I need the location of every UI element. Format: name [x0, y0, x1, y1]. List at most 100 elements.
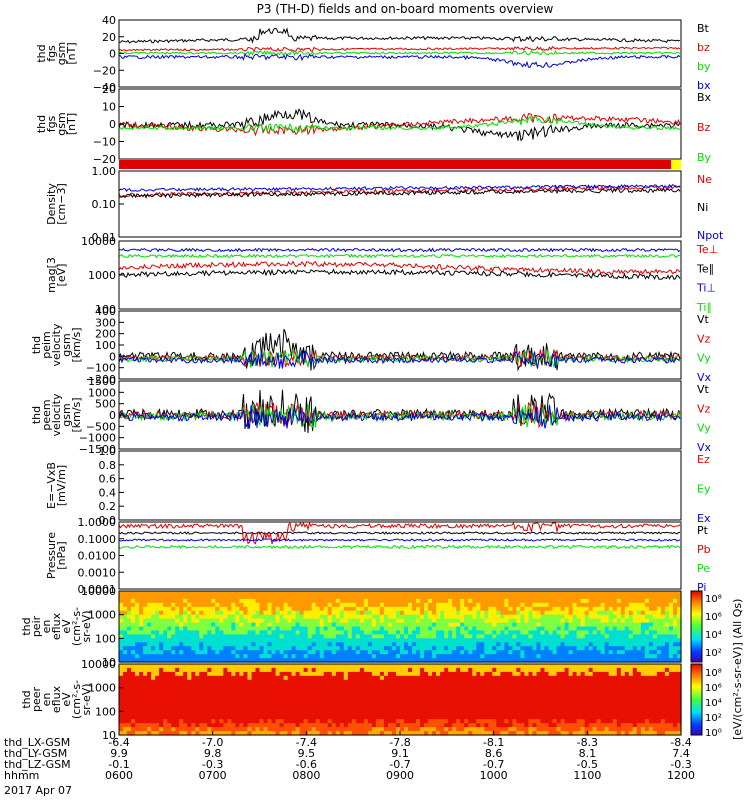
- heatmap-cell: [572, 727, 578, 732]
- heatmap-cell: [307, 622, 313, 628]
- heatmap-cell: [355, 695, 361, 701]
- heatmap-cell: [131, 707, 136, 712]
- heatmap-cell: [199, 602, 204, 608]
- heatmap-cell: [592, 707, 598, 712]
- heatmap-cell: [159, 591, 164, 596]
- heatmap-cell: [267, 671, 273, 677]
- heatmap-cell: [408, 654, 413, 659]
- heatmap-cell: [151, 695, 156, 701]
- heatmap-cell: [480, 723, 485, 728]
- heatmap-cell: [163, 638, 168, 643]
- heatmap-cell: [576, 634, 582, 639]
- heatmap-cell: [548, 675, 554, 681]
- heatmap-cell: [536, 626, 542, 631]
- heatmap-cell: [155, 606, 160, 612]
- heatmap-cell: [119, 634, 124, 639]
- heatmap-cell: [520, 638, 525, 643]
- heatmap-cell: [456, 658, 461, 663]
- heatmap-cell: [291, 634, 297, 639]
- heatmap-cell: [492, 594, 497, 600]
- heatmap-cell: [255, 691, 261, 697]
- heatmap-cell: [416, 591, 421, 596]
- heatmap-cell: [199, 715, 204, 720]
- heatmap-cell: [375, 614, 381, 620]
- heatmap-cell: [624, 594, 630, 600]
- heatmap-cell: [616, 654, 622, 659]
- heatmap-cell: [460, 638, 465, 643]
- heatmap-cell: [135, 602, 140, 608]
- heatmap-cell: [492, 630, 497, 635]
- heatmap-cell: [311, 606, 317, 612]
- heatmap-cell: [175, 667, 180, 673]
- heatmap-cell: [131, 711, 136, 716]
- heatmap-cell: [388, 687, 393, 693]
- heatmap-cell: [468, 654, 473, 659]
- heatmap-cell: [500, 675, 505, 681]
- heatmap-cell: [520, 650, 525, 655]
- heatmap-cell: [600, 606, 606, 612]
- heatmap-cell: [416, 606, 421, 612]
- heatmap-cell: [576, 642, 582, 647]
- heatmap-cell: [343, 602, 349, 608]
- heatmap-cell: [432, 654, 437, 659]
- heatmap-cell: [259, 638, 265, 643]
- heatmap-cell: [556, 719, 562, 724]
- heatmap-cell: [512, 650, 517, 655]
- heatmap-cell: [163, 687, 168, 693]
- heatmap-cell: [367, 646, 373, 651]
- heatmap-cell: [584, 695, 590, 701]
- heatmap-cell: [215, 719, 220, 724]
- heatmap-cell: [488, 664, 493, 669]
- heatmap-cell: [400, 675, 405, 681]
- heatmap-cell: [560, 675, 566, 681]
- heatmap-cell: [147, 622, 152, 628]
- heatmap-cell: [464, 715, 469, 720]
- heatmap-cell: [588, 727, 594, 732]
- heatmap-cell: [139, 715, 144, 720]
- heatmap-cell: [147, 598, 152, 604]
- heatmap-cell: [552, 679, 558, 685]
- heatmap-cell: [247, 642, 253, 647]
- heatmap-cell: [283, 707, 289, 712]
- heatmap-cell: [616, 683, 622, 689]
- heatmap-cell: [444, 719, 449, 724]
- heatmap-cell: [604, 707, 610, 712]
- heatmap-cell: [588, 691, 594, 697]
- heatmap-cell: [379, 591, 385, 596]
- heatmap-cell: [263, 664, 269, 669]
- heatmap-cell: [339, 719, 345, 724]
- heatmap-cell: [291, 598, 297, 604]
- heatmap-cell: [456, 707, 461, 712]
- heatmap-cell: [500, 715, 505, 720]
- heatmap-cell: [432, 719, 437, 724]
- heatmap-cell: [275, 703, 281, 708]
- heatmap-cell: [500, 671, 505, 677]
- heatmap-cell: [552, 594, 558, 600]
- heatmap-cell: [392, 715, 397, 720]
- heatmap-cell: [512, 711, 517, 716]
- heatmap-cell: [227, 687, 232, 693]
- heatmap-cell: [604, 610, 610, 616]
- y-axis-label: peem: [40, 399, 53, 430]
- heatmap-cell: [163, 711, 168, 716]
- heatmap-cell: [568, 634, 574, 639]
- heatmap-cell: [592, 598, 598, 604]
- heatmap-cell: [388, 731, 393, 736]
- heatmap-cell: [183, 650, 188, 655]
- heatmap-cell: [604, 687, 610, 693]
- heatmap-cell: [287, 683, 293, 689]
- heatmap-cell: [371, 719, 377, 724]
- heatmap-cell: [468, 675, 473, 681]
- heatmap-cell: [476, 610, 481, 616]
- heatmap-cell: [159, 630, 164, 635]
- heatmap-cell: [355, 671, 361, 677]
- heatmap-cell: [492, 618, 497, 624]
- heatmap-cell: [480, 614, 485, 620]
- heatmap-cell: [604, 703, 610, 708]
- heatmap-cell: [315, 671, 321, 677]
- heatmap-cell: [536, 630, 542, 635]
- heatmap-cell: [291, 687, 297, 693]
- heatmap-cell: [480, 675, 485, 681]
- heatmap-cell: [640, 650, 646, 655]
- heatmap-cell: [303, 671, 309, 677]
